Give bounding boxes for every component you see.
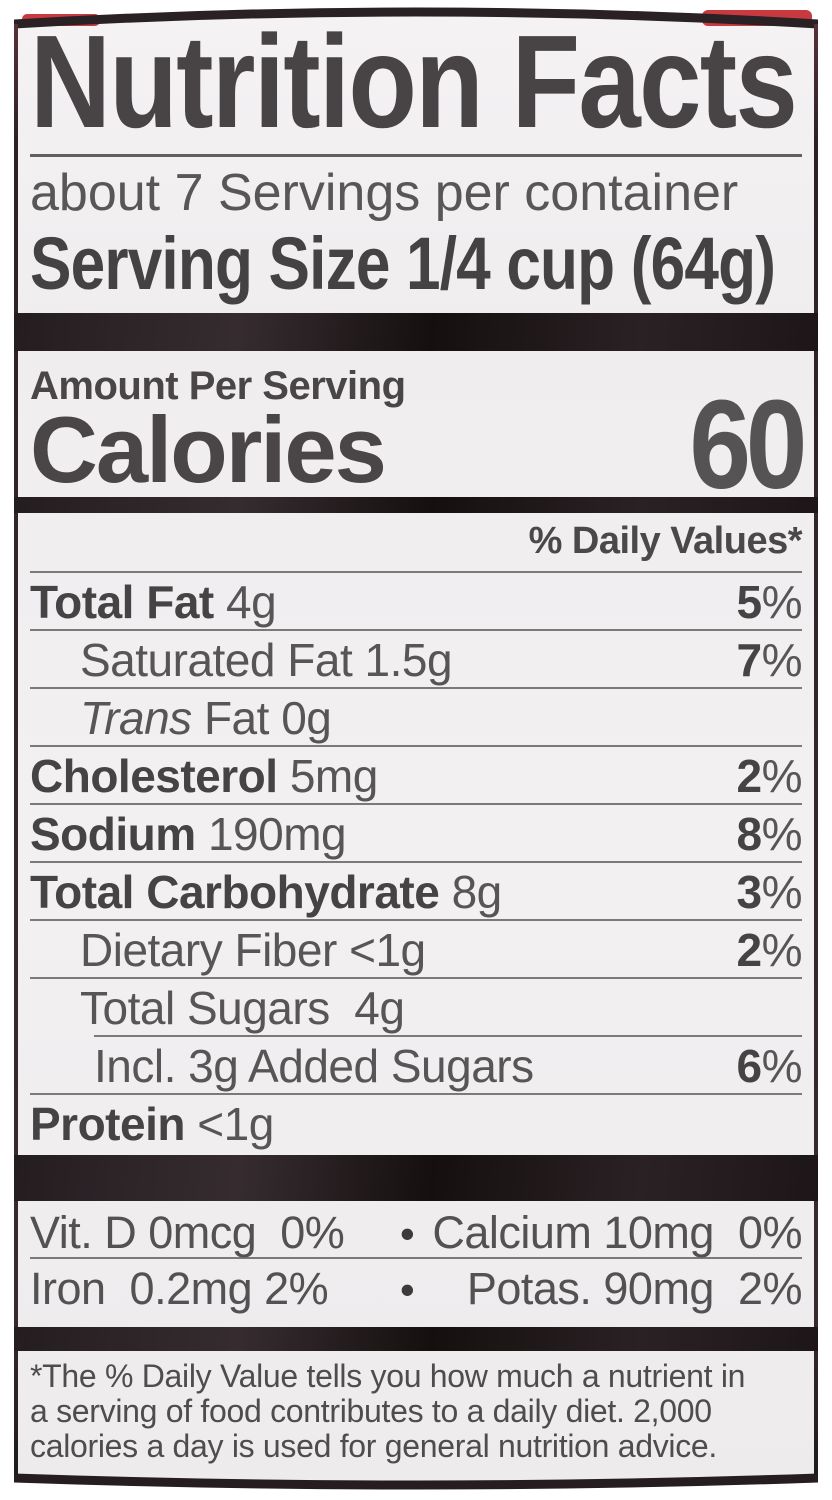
nutrient-name-amount: Trans Fat 0g [80,692,332,744]
label-bottom-curve [14,1473,818,1490]
footnote-line: a serving of food contributes to a daily… [30,1393,712,1429]
amount-per-serving-label: Amount Per Serving [30,364,406,408]
header-divider [30,154,802,157]
footnote-line: *The % Daily Value tells you how much a … [30,1358,746,1394]
nutrient-name: Dietary Fiber [80,924,337,976]
nutrient-row: Total Fat 4g 5% [30,571,803,629]
nutrient-name: Incl. 3g Added Sugars [94,1040,534,1092]
nutrient-row: Dietary Fiber <1g 2% [30,919,803,977]
nutrient-name-amount: Saturated Fat 1.5g [80,634,453,686]
footnote-line: calories a day is used for general nutri… [30,1428,718,1464]
label-title: Nutrition Facts [30,8,798,155]
percent-sign: % [761,750,803,802]
label-top-edge [14,6,818,29]
nutrient-row: Total Sugars 4g [30,977,802,1035]
daily-value-number: 3 [736,866,763,918]
percent-sign: % [761,866,803,918]
label-content: Nutrition Facts about 7 Servings per con… [14,8,818,1464]
nutrient-name: Total Sugars [80,982,330,1034]
nutrient-daily-value: 6% [737,1043,803,1089]
nutrient-name: Saturated Fat [80,634,353,686]
nutrition-facts-label: Nutrition Facts about 7 Servings per con… [14,6,818,1490]
label-left-edge [14,24,18,1478]
calories-label: Calories [30,397,387,502]
calories-row: Calories 60 [30,382,807,508]
micronutrient-row: Vit. D 0mcg 0% • Calcium 10mg 0% [30,1203,802,1257]
micronutrient-right: Calcium 10mg 0% [432,1207,802,1258]
percent-sign: % [761,808,803,860]
nutrient-name-amount: Dietary Fiber <1g [80,924,426,976]
bullet-separator: • [400,1266,415,1313]
nutrient-table: Total Fat 4g 5% Saturated Fat 1.5g 7% Trans … [30,571,803,1151]
micronutrient-row: Iron 0.2mg 2% • Potas. 90mg 2% [30,1259,802,1313]
nutrient-daily-value: 2% [737,927,803,973]
daily-value-number: 2 [736,924,763,976]
nutrient-row: Total Carbohydrate 8g 3% [30,861,803,919]
nutrient-name: Protein [30,1098,185,1150]
daily-value-number: 6 [736,1040,763,1092]
nutrient-name-amount: Protein <1g [30,1098,274,1150]
section-bar-thick-bottom [14,1327,818,1351]
nutrient-daily-value: 5% [737,579,803,625]
bullet-separator: • [400,1210,415,1257]
nutrient-name-amount: Total Sugars 4g [80,982,405,1034]
daily-values-header: % Daily Values* [528,520,803,562]
nutrient-daily-value: 8% [737,811,803,857]
percent-sign: % [761,924,803,976]
nutrient-name-amount: Total Carbohydrate 8g [30,866,502,918]
nutrient-name: Cholesterol [30,750,278,802]
nutrient-daily-value: 3% [737,869,803,915]
percent-sign: % [761,634,803,686]
label-bottom-edge [14,1473,818,1490]
section-bar-thick-middle [14,1155,818,1201]
nutrient-name-amount: Cholesterol 5mg [30,750,378,802]
section-bar-thick-top [14,313,818,351]
nutrient-row: Protein <1g [30,1093,802,1151]
nutrient-row: Sodium 190mg 8% [30,803,803,861]
nutrient-name-amount: Total Fat 4g [30,576,277,628]
nutrient-row: Saturated Fat 1.5g 7% [30,629,803,687]
calories-value: 60 [689,374,807,515]
micronutrient-left: Iron 0.2mg 2% [30,1263,329,1314]
label-right-edge [814,24,818,1478]
nutrient-name-amount: Incl. 3g Added Sugars [94,1043,534,1089]
serving-size: Serving Size 1/4 cup (64g) [30,227,776,301]
daily-value-number: 7 [736,634,763,686]
serving-size-label: Serving Size [30,222,390,305]
nutrient-daily-value: 7% [737,637,803,683]
footnote: *The % Daily Value tells you how much a … [30,1359,802,1464]
servings-per-container: about 7 Servings per container [30,164,739,222]
daily-value-number: 8 [736,808,763,860]
nutrient-name: Total Carbohydrate [30,866,440,918]
nutrient-daily-value: 2% [737,753,803,799]
serving-size-value: 1/4 cup (64g) [406,222,776,305]
nutrient-name: Total Fat [30,576,214,628]
percent-sign: % [761,576,803,628]
label-top-curve [14,7,818,29]
micronutrient-divider [30,1257,802,1259]
section-bar-thin [14,497,818,513]
daily-value-number: 5 [736,576,763,628]
nutrient-name: Sodium [30,808,196,860]
micronutrient-right: Potas. 90mg 2% [466,1263,803,1314]
micronutrient-left: Vit. D 0mcg 0% [30,1207,345,1258]
nutrient-row: Cholesterol 5mg 2% [30,745,803,803]
nutrient-row: Incl. 3g Added Sugars 6% [30,1035,803,1093]
micronutrient-table: Vit. D 0mcg 0% • Calcium 10mg 0% Iron 0.2mg… [30,1203,802,1313]
nutrient-name: Trans [80,692,192,744]
nutrient-row: Trans Fat 0g [30,687,802,745]
percent-sign: % [761,1040,803,1092]
daily-value-number: 2 [736,750,763,802]
nutrient-name-amount: Sodium 190mg [30,808,347,860]
